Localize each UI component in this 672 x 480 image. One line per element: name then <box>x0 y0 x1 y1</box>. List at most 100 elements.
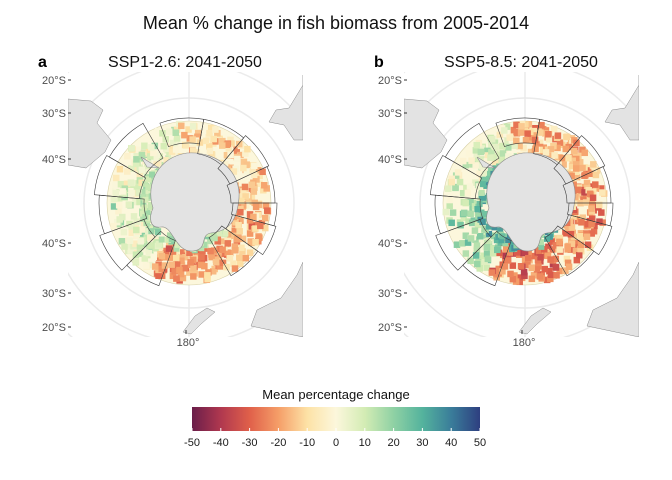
biomass-cell <box>509 262 517 269</box>
biomass-cell <box>473 247 481 254</box>
biomass-cell <box>556 139 564 146</box>
biomass-cell <box>490 232 498 240</box>
biomass-cell <box>583 179 591 187</box>
coastal-cell <box>216 230 223 237</box>
biomass-cell <box>472 209 479 216</box>
biomass-cell <box>130 213 138 220</box>
biomass-cell <box>484 239 491 247</box>
biomass-cell <box>148 144 155 151</box>
antarctica-landmass <box>486 152 576 252</box>
biomass-cell <box>167 254 174 261</box>
biomass-cell <box>127 247 134 254</box>
biomass-cell <box>506 134 513 141</box>
biomass-cell <box>155 272 162 279</box>
biomass-cell <box>491 139 499 146</box>
biomass-cell <box>110 203 118 210</box>
biomass-cell <box>236 228 243 235</box>
biomass-cell <box>545 243 552 251</box>
biomass-cell <box>110 222 117 230</box>
biomass-cell <box>462 161 470 169</box>
biomass-cell <box>483 250 491 258</box>
biomass-cell <box>181 131 188 139</box>
region-box <box>561 214 613 256</box>
biomass-cell <box>460 214 468 221</box>
latitude-tick-label: 30°S <box>42 108 66 120</box>
biomass-cell <box>454 169 462 176</box>
biomass-cell <box>263 207 271 214</box>
biomass-cell <box>468 219 476 227</box>
biomass-cell <box>232 247 239 254</box>
biomass-cell <box>482 231 489 238</box>
map-area <box>68 72 303 337</box>
biomass-cell <box>256 180 263 187</box>
biomass-cell <box>465 218 472 225</box>
biomass-cell <box>198 254 205 261</box>
biomass-cell <box>120 228 128 236</box>
region-box <box>430 155 483 199</box>
biomass-cell <box>233 236 241 243</box>
biomass-cell <box>233 210 240 217</box>
figure-title: Mean % change in fish biomass from 2005-… <box>143 13 529 33</box>
coastal-cell <box>502 240 509 247</box>
biomass-cell <box>491 159 499 166</box>
biomass-cell <box>565 154 572 162</box>
biomass-cell <box>473 141 480 149</box>
biomass-cell <box>138 179 145 187</box>
biomass-cell <box>471 227 479 234</box>
biomass-cell <box>497 137 505 145</box>
biomass-cell <box>501 127 508 134</box>
biomass-cell <box>218 238 225 245</box>
biomass-cell <box>516 274 524 281</box>
biomass-cell <box>227 151 234 159</box>
coastal-cell <box>510 241 517 248</box>
coastal-cell <box>477 216 484 223</box>
biomass-cell <box>556 238 563 246</box>
biomass-cell <box>464 239 472 246</box>
biomass-cell <box>524 130 531 137</box>
coastal-cell <box>503 233 510 240</box>
biomass-cell <box>168 153 176 161</box>
coastal-cell <box>486 175 493 182</box>
biomass-cell <box>544 152 552 160</box>
coastal-cell <box>483 182 490 189</box>
biomass-cell <box>262 224 269 232</box>
biomass-cell <box>227 136 234 144</box>
region-box <box>126 230 176 287</box>
biomass-cell <box>521 272 528 280</box>
africa-landmass <box>268 75 303 141</box>
biomass-cell <box>541 265 549 273</box>
coastal-cell <box>478 189 485 196</box>
biomass-cell <box>136 243 144 250</box>
biomass-cell <box>521 248 529 256</box>
biomass-cell <box>590 161 597 168</box>
biomass-cell <box>552 264 560 271</box>
biomass-cell <box>588 198 596 205</box>
region-box <box>444 122 500 178</box>
biomass-cell <box>506 249 514 256</box>
biomass-cell <box>140 240 148 248</box>
biomass-cell <box>537 253 544 261</box>
biomass-cell <box>588 205 595 212</box>
biomass-cell <box>573 139 580 147</box>
biomass-cell <box>145 148 153 156</box>
biomass-cell <box>186 269 193 276</box>
coastal-cell <box>142 214 149 221</box>
coastal-cell <box>487 170 494 177</box>
biomass-cell <box>152 154 159 162</box>
biomass-cell <box>115 202 123 209</box>
coastal-cell <box>140 200 147 207</box>
biomass-cell <box>242 150 249 157</box>
biomass-cell <box>136 250 144 257</box>
latitude-tick-label: 40°S <box>378 238 402 250</box>
biomass-cell <box>194 129 202 137</box>
biomass-cell <box>577 232 584 240</box>
biomass-cell <box>151 230 158 238</box>
biomass-cell <box>535 247 543 255</box>
biomass-cell <box>598 209 605 216</box>
biomass-cell <box>546 267 553 275</box>
biomass-cell <box>126 237 134 244</box>
biomass-cell <box>132 240 139 247</box>
biomass-cell <box>239 248 246 255</box>
biomass-cell <box>143 234 150 241</box>
colorbar-tick-label: 10 <box>359 437 371 449</box>
